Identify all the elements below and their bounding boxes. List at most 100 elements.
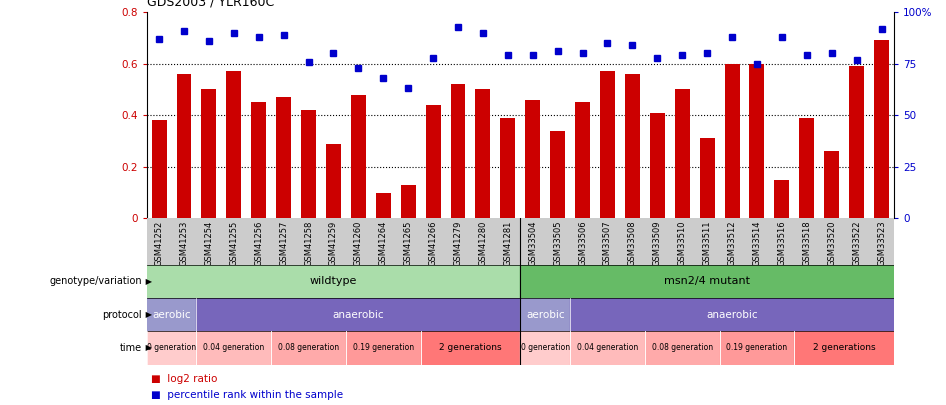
Text: aerobic: aerobic — [526, 310, 565, 320]
Text: GSM41280: GSM41280 — [479, 221, 487, 266]
Bar — [700, 139, 714, 218]
Bar — [421, 331, 520, 364]
Bar — [749, 64, 764, 218]
Text: aerobic: aerobic — [152, 310, 191, 320]
Bar — [476, 90, 490, 218]
Bar — [147, 298, 197, 331]
Text: GDS2003 / YLR160C: GDS2003 / YLR160C — [147, 0, 274, 8]
Text: 0 generation: 0 generation — [147, 343, 196, 352]
Bar — [276, 97, 291, 218]
Bar — [799, 118, 815, 218]
Text: 0.08 generation: 0.08 generation — [652, 343, 712, 352]
Text: GSM33510: GSM33510 — [677, 221, 687, 266]
Bar — [570, 331, 645, 364]
Text: 0 generation: 0 generation — [520, 343, 569, 352]
Bar — [520, 265, 894, 298]
Text: ▶: ▶ — [143, 277, 152, 286]
Text: GSM33506: GSM33506 — [578, 221, 587, 266]
Text: GSM33520: GSM33520 — [827, 221, 836, 266]
Bar — [272, 331, 346, 364]
Text: 0.19 generation: 0.19 generation — [353, 343, 413, 352]
Text: GSM33504: GSM33504 — [528, 221, 537, 266]
Text: GSM41257: GSM41257 — [279, 221, 289, 266]
Bar — [450, 84, 465, 218]
Bar — [376, 192, 391, 218]
Bar — [326, 143, 341, 218]
Bar — [500, 118, 516, 218]
Bar — [645, 331, 720, 364]
Text: time: time — [120, 343, 142, 353]
Bar — [301, 110, 316, 218]
Text: GSM41258: GSM41258 — [304, 221, 313, 266]
Text: 0.19 generation: 0.19 generation — [727, 343, 787, 352]
Text: GSM41279: GSM41279 — [453, 221, 463, 266]
Text: ▶: ▶ — [143, 343, 152, 352]
Bar — [570, 298, 894, 331]
Text: ■  percentile rank within the sample: ■ percentile rank within the sample — [151, 390, 343, 400]
Bar — [147, 265, 520, 298]
Bar — [775, 180, 789, 218]
Bar — [520, 298, 570, 331]
Text: wildtype: wildtype — [309, 277, 358, 286]
Bar — [226, 71, 241, 218]
Bar — [426, 105, 441, 218]
Text: 0.08 generation: 0.08 generation — [278, 343, 339, 352]
Bar — [401, 185, 415, 218]
Text: GSM33511: GSM33511 — [703, 221, 711, 266]
Text: ■  log2 ratio: ■ log2 ratio — [151, 374, 218, 384]
Bar — [520, 331, 570, 364]
Bar — [674, 90, 690, 218]
Text: 2 generations: 2 generations — [439, 343, 501, 352]
Text: GSM41265: GSM41265 — [404, 221, 412, 266]
Text: GSM41281: GSM41281 — [503, 221, 513, 266]
Bar — [252, 102, 266, 218]
Bar — [650, 113, 665, 218]
Text: 0.04 generation: 0.04 generation — [203, 343, 265, 352]
Text: GSM41252: GSM41252 — [154, 221, 164, 266]
Bar — [551, 131, 565, 218]
Bar — [720, 331, 795, 364]
Bar — [625, 74, 639, 218]
Text: 2 generations: 2 generations — [813, 343, 875, 352]
Text: anaerobic: anaerobic — [333, 310, 384, 320]
Bar — [197, 331, 272, 364]
Text: GSM41266: GSM41266 — [429, 221, 438, 266]
Text: GSM33508: GSM33508 — [628, 221, 637, 266]
Text: GSM41260: GSM41260 — [354, 221, 363, 266]
Text: GSM33522: GSM33522 — [852, 221, 861, 266]
Text: 0.04 generation: 0.04 generation — [577, 343, 639, 352]
Text: GSM33505: GSM33505 — [553, 221, 562, 266]
Text: GSM33514: GSM33514 — [752, 221, 762, 266]
Bar — [725, 64, 740, 218]
Text: GSM41256: GSM41256 — [254, 221, 263, 266]
Text: GSM33509: GSM33509 — [653, 221, 662, 266]
Bar — [600, 71, 615, 218]
Text: anaerobic: anaerobic — [707, 310, 758, 320]
Bar — [351, 95, 366, 218]
Text: GSM33523: GSM33523 — [877, 221, 886, 266]
Text: protocol: protocol — [102, 310, 142, 320]
Bar — [824, 151, 839, 218]
Text: GSM33518: GSM33518 — [802, 221, 812, 266]
Text: msn2/4 mutant: msn2/4 mutant — [664, 277, 750, 286]
Text: genotype/variation: genotype/variation — [49, 277, 142, 286]
Bar — [177, 74, 191, 218]
Text: GSM33507: GSM33507 — [603, 221, 612, 266]
Bar — [525, 100, 540, 218]
Bar — [850, 66, 864, 218]
Bar — [795, 331, 894, 364]
Text: ▶: ▶ — [143, 310, 152, 319]
Text: GSM41253: GSM41253 — [180, 221, 188, 266]
Text: GSM33512: GSM33512 — [727, 221, 737, 266]
Bar — [575, 102, 590, 218]
Bar — [151, 120, 166, 218]
Text: GSM41254: GSM41254 — [204, 221, 214, 266]
Bar — [197, 298, 520, 331]
Bar — [147, 331, 197, 364]
Text: GSM41259: GSM41259 — [329, 221, 338, 266]
Text: GSM41255: GSM41255 — [229, 221, 238, 266]
Text: GSM33516: GSM33516 — [778, 221, 786, 266]
Bar — [346, 331, 421, 364]
Bar — [874, 40, 889, 218]
Text: GSM41264: GSM41264 — [378, 221, 388, 266]
